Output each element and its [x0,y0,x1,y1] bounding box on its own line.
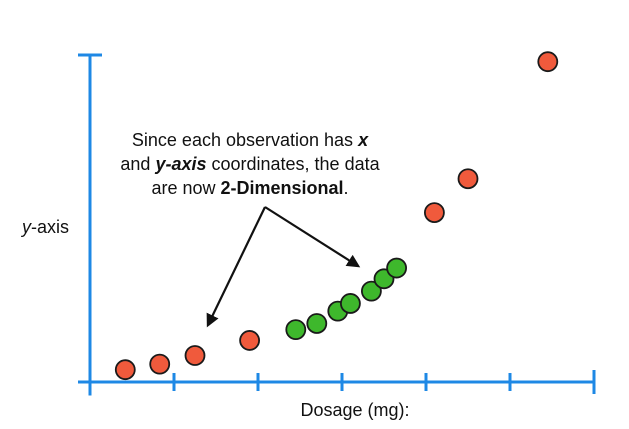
green-point-5 [360,280,382,302]
y-axis-label-italic: y [20,217,32,237]
annotation-line-2-part-3: coordinates, the data [206,154,380,174]
red-point-1 [114,359,136,381]
green-point-1 [285,319,307,341]
annotation-line-1: Since each observation has x [132,130,369,150]
annotation-line-3-part-1: are now [151,178,220,198]
y-axis-label: y-axis [20,217,69,237]
red-point-5 [423,202,445,224]
green-point-7 [386,257,408,279]
arrow-to-red [206,206,266,328]
annotation-line-2-part-1: and [120,154,155,174]
annotation-line-1-part-1: Since each observation has [132,130,358,150]
annotation-line-3-part-3: . [344,178,349,198]
arrow-to-green [264,206,361,268]
annotation-line-3-part-2: 2-Dimensional [221,178,344,198]
annotation-line-1-part-2: x [357,130,369,150]
red-point-6 [457,168,479,190]
annotation-line-3: are now 2-Dimensional. [151,178,348,198]
axes [78,53,596,396]
red-point-2 [149,353,171,375]
green-point-2 [306,313,328,334]
red-point-3 [184,345,206,366]
y-axis-label-rest: -axis [31,217,69,237]
red-point-7 [537,51,559,73]
red-point-4 [239,330,261,351]
data-points [114,51,559,381]
annotation-line-2-part-2: y-axis [154,154,206,174]
annotation-line-2: and y-axis coordinates, the data [120,154,380,174]
green-point-4 [339,293,361,314]
annotation: Since each observation has x and y-axis c… [120,130,381,328]
x-axis-label: Dosage (mg): [300,400,409,420]
